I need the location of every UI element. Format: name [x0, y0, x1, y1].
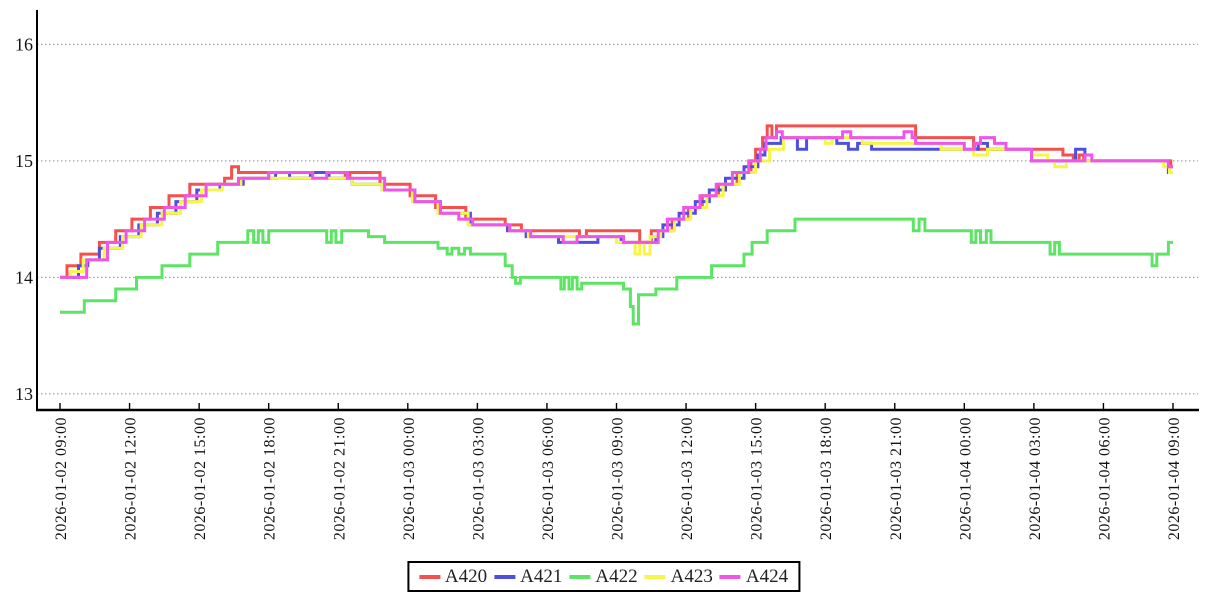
gridlines [37, 43, 1198, 395]
x-tick-label: 2026-01-02 15:00 [192, 417, 209, 540]
axes [36, 10, 1199, 412]
series-line-a423 [60, 136, 1173, 279]
legend-item-a424: A424 [719, 566, 789, 587]
legend: A420 A421 A422 A423 A424 [406, 561, 801, 592]
legend-dash-icon [644, 574, 666, 579]
legend-item-a423: A423 [644, 566, 713, 587]
x-tick-label: 2026-01-02 12:00 [123, 417, 140, 540]
x-tick-label: 2026-01-03 21:00 [888, 417, 905, 540]
y-tick-label: 15 [15, 151, 33, 171]
y-tick-label: 16 [15, 34, 33, 54]
x-tick-label: 2026-01-03 00:00 [401, 417, 418, 540]
x-tick-label: 2026-01-03 12:00 [679, 417, 696, 540]
legend-dash-icon [719, 574, 741, 579]
x-tick-label: 2026-01-04 00:00 [957, 417, 974, 540]
x-tick-label: 2026-01-03 15:00 [749, 417, 766, 540]
legend-label: A422 [595, 566, 638, 587]
x-tick-label: 2026-01-04 09:00 [1166, 417, 1183, 540]
legend-dash-icon [569, 574, 591, 579]
legend-label: A423 [670, 566, 713, 587]
y-axis-labels: 13 14 15 16 [15, 34, 33, 404]
series-line-a421 [60, 136, 1173, 279]
x-tick-label: 2026-01-02 09:00 [53, 417, 70, 540]
series-line-a420 [60, 124, 1173, 279]
series-line-a422 [60, 217, 1173, 326]
x-tick-label: 2026-01-03 18:00 [818, 417, 835, 540]
x-tick-label: 2026-01-03 03:00 [470, 417, 487, 540]
x-tick-label: 2026-01-03 06:00 [540, 417, 557, 540]
y-tick-label: 13 [15, 384, 33, 404]
y-tick-label: 14 [15, 267, 33, 287]
legend-item-a420: A420 [418, 566, 488, 587]
series-line-a424 [60, 130, 1173, 279]
x-axis-labels: 2026-01-02 09:00 2026-01-02 12:00 2026-01-… [53, 417, 1183, 540]
x-tick-label: 2026-01-04 03:00 [1027, 417, 1044, 540]
legend-label: A420 [444, 566, 488, 587]
legend-label: A421 [520, 566, 563, 587]
legend-dash-icon [494, 574, 516, 579]
legend-item-a421: A421 [494, 567, 562, 586]
x-tick-label: 2026-01-03 09:00 [610, 417, 627, 540]
legend-label: A424 [745, 566, 789, 587]
x-tick-label: 2026-01-04 06:00 [1096, 417, 1113, 540]
x-tick-label: 2026-01-02 21:00 [331, 417, 348, 540]
legend-dash-icon [418, 574, 440, 579]
x-tick-label: 2026-01-02 18:00 [262, 417, 279, 540]
legend-item-a422: A422 [569, 566, 638, 587]
